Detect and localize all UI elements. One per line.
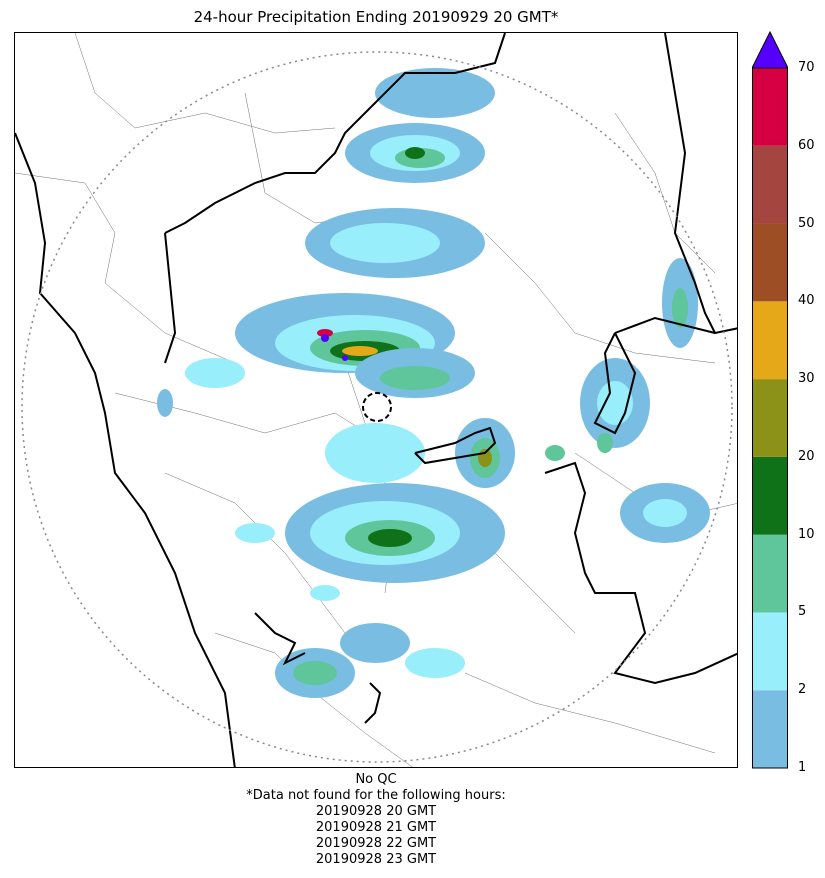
- colorbar-tick-label: 20: [798, 448, 815, 464]
- map-canvas: [15, 33, 737, 767]
- colorbar-bin: [752, 223, 788, 302]
- missing-data-note: *Data not found for the following hours:: [246, 788, 506, 803]
- footnote: No QC *Data not found for the following …: [14, 772, 738, 868]
- colorbar-tick-label: 40: [798, 293, 815, 309]
- colorbar-bin: [752, 301, 788, 380]
- colorbar: [752, 30, 788, 769]
- missing-hour: 20190928 20 GMT: [315, 804, 437, 819]
- qc-status: No QC: [355, 772, 397, 787]
- precipitation-field: [157, 68, 710, 698]
- radar-site-marker: [362, 392, 392, 422]
- colorbar-tick-label: 50: [798, 215, 815, 231]
- colorbar-tick-label: 30: [798, 371, 815, 387]
- colorbar-tick-label: 10: [798, 526, 815, 542]
- colorbar-bin: [752, 379, 788, 457]
- missing-hour: 20190928 23 GMT: [315, 852, 437, 867]
- colorbar-tick-label: 5: [798, 604, 807, 620]
- missing-hour: 20190928 21 GMT: [315, 820, 437, 835]
- colorbar-extend-arrow: [752, 30, 788, 69]
- colorbar-bin: [752, 690, 788, 768]
- colorbar-bin: [752, 456, 788, 535]
- colorbar-tick-label: 1: [798, 760, 807, 775]
- map-title: 24-hour Precipitation Ending 20190929 20…: [193, 8, 559, 26]
- colorbar-bin: [752, 145, 788, 224]
- radar-map: [14, 32, 738, 768]
- missing-hour: 20190928 22 GMT: [315, 836, 437, 851]
- colorbar-tick-label: 70: [798, 60, 815, 75]
- state-boundaries: [15, 33, 737, 767]
- colorbar-tick-label: 60: [798, 137, 815, 153]
- colorbar-bin: [752, 68, 788, 146]
- colorbar-tick-label: 2: [798, 682, 807, 698]
- colorbar-bin: [752, 612, 788, 691]
- district-boundaries: [15, 33, 737, 767]
- radar-range-ring: [21, 51, 733, 763]
- colorbar-bin: [752, 534, 788, 613]
